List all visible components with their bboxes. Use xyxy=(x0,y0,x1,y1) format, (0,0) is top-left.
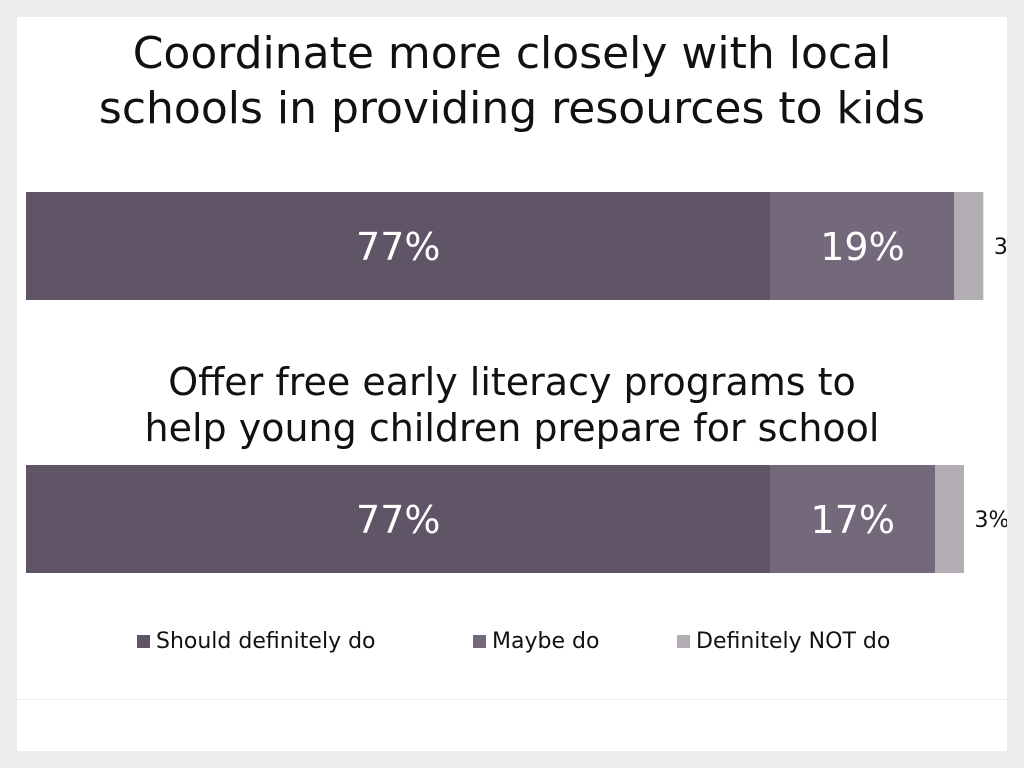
chart-2-data-label-should-definitely-do: 77% xyxy=(356,498,440,542)
chart-1-data-label-definitely-not-do: 3% xyxy=(994,235,1007,260)
chart-1-title-line-1: Coordinate more closely with local xyxy=(132,28,892,79)
legend-item-should-definitely-do: Should definitely do xyxy=(137,629,376,654)
legend-item-definitely-not-do: Definitely NOT do xyxy=(677,629,890,654)
chart-1-segment-should-definitely-do xyxy=(26,192,771,300)
legend-swatch-definitely-not-do xyxy=(677,635,690,648)
stacked-bar-charts: 77% 19% 3% 77% 17% 3% xyxy=(26,192,1007,573)
footer-divider xyxy=(17,699,1007,700)
chart-2-segment-definitely-not-do xyxy=(934,465,964,573)
chart-2-title-line-1: Offer free early literacy programs to xyxy=(168,360,856,404)
chart-1-data-label-maybe-do: 19% xyxy=(820,225,904,269)
chart-1-bar: 77% 19% 3% xyxy=(26,192,1007,300)
legend-item-maybe-do: Maybe do xyxy=(473,629,599,654)
chart-legend: Should definitely do Maybe do Definitely… xyxy=(17,629,1007,659)
chart-2-segment-should-definitely-do xyxy=(26,465,771,573)
chart-1-segment-maybe-do xyxy=(770,192,955,300)
slide: Coordinate more closely with local schoo… xyxy=(17,17,1007,751)
chart-2-data-label-definitely-not-do: 3% xyxy=(975,508,1007,533)
legend-label-definitely-not-do: Definitely NOT do xyxy=(696,629,891,654)
chart-2-data-label-maybe-do: 17% xyxy=(811,498,895,542)
chart-1-title-line-2: schools in providing resources to kids xyxy=(98,82,926,134)
chart-2-title: Offer free early literacy programs to he… xyxy=(17,359,1007,452)
chart-1-data-label-should-definitely-do: 77% xyxy=(356,225,440,269)
legend-swatch-should-definitely-do xyxy=(137,635,150,648)
chart-2-bar: 77% 17% 3% xyxy=(26,465,1007,573)
chart-2-segment-maybe-do xyxy=(770,465,935,573)
chart-1-title: Coordinate more closely with local schoo… xyxy=(17,27,1007,136)
legend-label-should-definitely-do: Should definitely do xyxy=(156,629,376,654)
legend-swatch-maybe-do xyxy=(473,635,486,648)
chart-1-segment-definitely-not-do xyxy=(954,192,984,300)
chart-2-title-line-2: help young children prepare for school xyxy=(144,406,880,451)
legend-label-maybe-do: Maybe do xyxy=(492,629,600,654)
